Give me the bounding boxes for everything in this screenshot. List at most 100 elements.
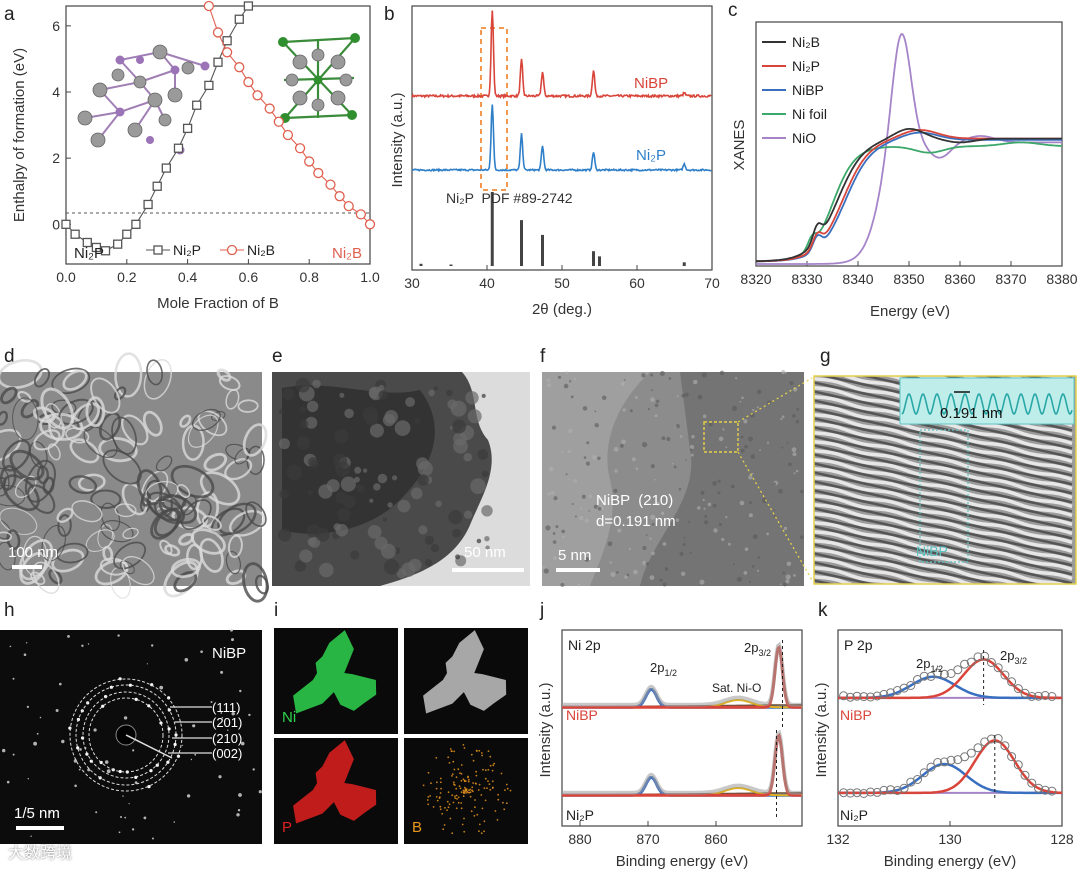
- a-point-Ni2B: [282, 129, 294, 141]
- a-point-Ni2B: [304, 156, 315, 167]
- k-data-point-Ni2P: [879, 785, 889, 795]
- b-ylabel: Intensity (a.u.): [389, 92, 406, 187]
- a-point-Ni2B: [313, 167, 324, 179]
- a-point-Ni2P: [192, 100, 202, 110]
- j-label-2p12: 2p1/2: [650, 660, 677, 678]
- k-data-point-Ni2P: [926, 762, 936, 772]
- i-label-b: B: [412, 819, 422, 836]
- c-legend-label-1: Ni₂P: [792, 58, 820, 74]
- f-scale-label: 5 nm: [558, 547, 591, 564]
- k-data-point-NiBP: [852, 691, 862, 701]
- a-ytick-2: 2: [52, 150, 60, 166]
- c-xtick-8350: 8350: [893, 271, 924, 287]
- a-point-Ni2B: [234, 62, 245, 73]
- k-data-point-Ni2P: [913, 775, 922, 784]
- k-sample-nibp: NiBP: [840, 707, 872, 723]
- a-annotation-ni2p: Ni₂P: [74, 245, 104, 262]
- a-xtick-0.4: 0.4: [178, 269, 198, 285]
- watermark: 大数跨境: [8, 845, 73, 862]
- a-annotation-ni2b: Ni₂B: [332, 245, 362, 262]
- c-ylabel: XANES: [731, 120, 748, 171]
- k-data-point-NiBP: [839, 691, 849, 701]
- a-xtick-0.0: 0.0: [56, 269, 76, 285]
- k-data-point-Ni2P: [939, 757, 949, 767]
- a-xtick-0.2: 0.2: [117, 269, 137, 285]
- a-line-Ni2P: [65, 5, 249, 252]
- k-data-point-NiBP: [1007, 677, 1017, 687]
- j-ylabel: Intensity (a.u.): [537, 682, 554, 777]
- k-data-point-Ni2P: [933, 758, 943, 767]
- a-point-Ni2P: [173, 143, 184, 153]
- k-data-point-Ni2P: [845, 788, 855, 798]
- c-xtick-8320: 8320: [740, 271, 771, 287]
- c-xtick-8380: 8380: [1046, 271, 1077, 287]
- k-data-point-NiBP: [973, 652, 983, 662]
- a-point-Ni2B: [273, 116, 284, 127]
- a-point-Ni2B: [334, 191, 345, 202]
- h-scale-bar: [16, 826, 64, 830]
- a-point-Ni2P: [143, 199, 153, 210]
- k-xtick-132: 132: [826, 831, 850, 847]
- k-title: P 2p: [844, 637, 873, 653]
- g-profile-region: [919, 429, 969, 563]
- k-data-point-NiBP: [1040, 691, 1050, 700]
- k-data-point-Ni2P: [886, 785, 896, 795]
- ni2b-structure-image: [278, 33, 360, 123]
- k-data-point-NiBP: [1034, 691, 1043, 701]
- k-data-point-NiBP: [953, 665, 963, 675]
- h-scale-label: 1/5 nm: [14, 805, 60, 822]
- j-envelope-NiBP: [562, 641, 802, 707]
- b-xtick-40: 40: [479, 275, 495, 291]
- k-data-point-NiBP: [986, 658, 996, 667]
- c-nifoil-curve: [756, 141, 1062, 263]
- panel-j: j 880 870 860 Binding energy (eV) Intensit…: [537, 600, 803, 870]
- k-xtick-128: 128: [1050, 831, 1074, 847]
- a-point-Ni2B: [294, 143, 306, 154]
- a-point-Ni2P: [204, 80, 214, 91]
- b-peak-highlight-box: [480, 27, 508, 191]
- j-sample-ni2p: Ni₂P: [566, 807, 594, 823]
- j-xtick-860: 860: [704, 831, 728, 847]
- a-point-Ni2P: [234, 14, 244, 24]
- b-label-nibp: NiBP: [634, 75, 668, 92]
- b-xlabel: 2θ (deg.): [532, 301, 592, 318]
- a-point-Ni2P: [152, 181, 162, 191]
- k-data-point-NiBP: [859, 692, 869, 702]
- a-point-Ni2B: [203, 0, 215, 12]
- panel-label-f: f: [540, 346, 546, 367]
- a-ytick-4: 4: [52, 84, 60, 100]
- j-title: Ni 2p: [568, 637, 601, 653]
- k-xlabel: Binding energy (eV): [884, 853, 1017, 870]
- j-fit-2p32-Ni2P: [562, 732, 802, 797]
- k-data-point-Ni2P: [966, 748, 976, 758]
- k-data-point-NiBP: [892, 686, 902, 695]
- h-ring-111: (111): [212, 700, 240, 715]
- c-legend-label-2: NiBP: [792, 82, 824, 98]
- i-label-p: P: [282, 819, 292, 836]
- a-point-Ni2P: [161, 163, 171, 173]
- a-point-Ni2B: [364, 219, 376, 230]
- k-data-point-Ni2P: [899, 783, 909, 793]
- panel-k: k 132 130 128 Binding energy (eV) Intensit…: [813, 600, 1074, 870]
- k-data-point-NiBP: [919, 671, 929, 681]
- k-data-point-Ni2P: [1007, 752, 1017, 762]
- k-data-point-Ni2P: [986, 734, 996, 744]
- c-xtick-8370: 8370: [995, 271, 1026, 287]
- j-xtick-880: 880: [568, 831, 592, 847]
- a-point-Ni2P: [182, 123, 193, 134]
- a-legend: Ni₂P Ni₂B: [146, 242, 275, 258]
- c-xtick-8360: 8360: [944, 271, 975, 287]
- a-xtick-0.8: 0.8: [299, 269, 319, 285]
- a-point-Ni2P: [113, 239, 123, 249]
- k-data-point-NiBP: [866, 692, 875, 702]
- h-ring-210: (210): [212, 731, 242, 746]
- k-data-point-NiBP: [879, 689, 889, 699]
- k-data-point-Ni2P: [872, 787, 882, 797]
- a-point-Ni2P: [222, 36, 232, 46]
- a-xtick-0.6: 0.6: [239, 269, 259, 285]
- d-scale-bar: [12, 565, 42, 569]
- e-scale-bar: [452, 568, 524, 572]
- k-data-point-Ni2P: [852, 788, 862, 798]
- a-point-Ni2P: [82, 237, 92, 248]
- panel-c: c 8320 8330 8340 8350 8360 8370 8380 Energy (e…: [728, 0, 1078, 320]
